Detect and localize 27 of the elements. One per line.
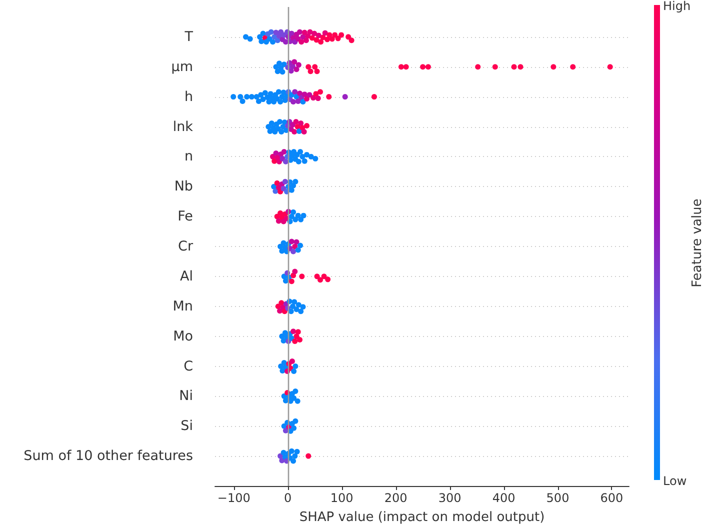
y-tick-label: Ni [179,388,193,404]
x-tick-label: 600 [600,491,624,505]
y-tick-label: Si [180,418,193,434]
y-tick-label: T [184,28,194,45]
y-tick-label: Mo [173,328,193,344]
y-tick-label: µm [171,58,193,75]
y-tick-label: Al [180,268,193,284]
color-bar-title: Feature value [690,198,706,288]
y-tick-label: Fe [178,208,193,225]
x-tick-label: 200 [384,491,408,505]
y-tick-label: n [184,148,193,165]
x-tick-label: 0 [284,491,292,505]
y-tick-label: lnk [172,118,194,135]
y-tick-label: Cr [178,238,194,254]
y-tick-label: Nb [174,178,193,195]
x-tick-label: 400 [492,491,516,505]
y-tick-label: C [184,358,193,374]
x-tick-label: −100 [217,491,250,505]
x-tick-label: 300 [438,491,462,505]
y-tick-label: h [184,88,193,105]
y-tick-label: Mn [172,298,193,314]
text: High [663,0,691,13]
y-tick-label: Sum of 10 other features [24,448,193,464]
text: Low [663,474,687,488]
x-axis-title: SHAP value (impact on model output) [299,510,545,525]
x-tick-label: 100 [330,491,354,505]
x-tick-label: 500 [546,491,570,505]
